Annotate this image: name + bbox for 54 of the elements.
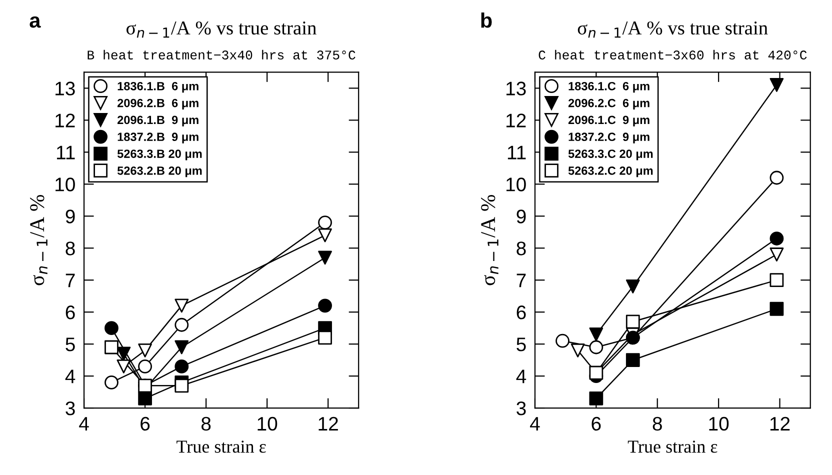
legend-label: 5263.2.C 20 μm [568,166,653,178]
x-tick-label: 6 [592,416,601,431]
text: b [481,12,492,28]
y-tick-label: 10 [506,178,526,192]
legend-label: 1836.1.C 6 μm [568,82,650,93]
y-tick-label: 3 [516,401,526,416]
text: a [30,16,41,28]
legend-label: 5263.3.B 20 μm [117,150,202,160]
x-tick-label: 8 [652,416,662,431]
y-tick-label: 8 [66,242,75,256]
chart-title: σ$_{n−1}$/A % vs true strain [578,21,768,38]
y-tick-label: 9 [66,210,75,224]
y-tick-label: 9 [516,210,526,224]
y-axis-title: σ$_{n−1}$/A % [30,194,48,286]
y-tick-label: 13 [506,82,526,96]
legend-label: 2096.2.B 6 μm [117,98,198,110]
legend-label: 5263.2.B 20 μm [117,166,202,178]
legend-label: 2096.1.C 9 μm [568,116,650,126]
x-tick-label: 8 [201,416,211,431]
y-tick-label: 4 [516,370,526,384]
legend-label: 1837.2.C 9 μm [568,132,650,144]
y-tick-label: 7 [66,274,75,288]
y-tick-label: 5 [516,338,526,352]
y-tick-label: 5 [66,338,75,352]
chart-title: σ$_{n−1}$/A % vs true strain [126,21,316,38]
x-tick-label: 6 [140,416,150,431]
legend-label: 2096.2.C 6 μm [568,98,650,110]
y-tick-label: 3 [66,401,75,416]
x-tick-label: 10 [709,416,729,431]
y-tick-label: 12 [56,114,75,128]
legend-label: 2096.1.B 9 μm [117,116,198,126]
legend-label: 1837.2.B 9 μm [118,132,198,144]
legend-label: 1836.1.B 6 μm [118,82,198,93]
x-tick-label: 4 [530,417,540,430]
y-tick-label: 13 [56,82,75,96]
chart-subtitle: C heat treatment−3x60 hrs at 420°C [538,50,807,60]
y-tick-label: 12 [506,114,526,128]
y-tick-label: 11 [56,146,75,160]
x-axis-title: True strain ε [176,440,266,453]
y-tick-label: 6 [516,306,526,320]
y-tick-label: 8 [516,242,526,256]
y-tick-label: 11 [508,146,526,160]
y-tick-label: 10 [56,178,75,192]
x-tick-label: 12 [318,416,338,430]
y-axis-title: σ$_{n−1}$/A % [481,194,498,286]
legend-label: 5263.3.C 20 μm [568,150,653,160]
y-tick-label: 6 [66,306,75,320]
y-tick-label: 7 [516,274,526,288]
chart-subtitle: B heat treatment−3x40 hrs at 375°C [88,50,356,60]
x-tick-label: 4 [79,417,89,430]
x-tick-label: 12 [770,416,790,430]
x-tick-label: 10 [258,416,278,431]
y-tick-label: 4 [65,370,76,384]
x-axis-title: True strain ε [628,440,718,453]
